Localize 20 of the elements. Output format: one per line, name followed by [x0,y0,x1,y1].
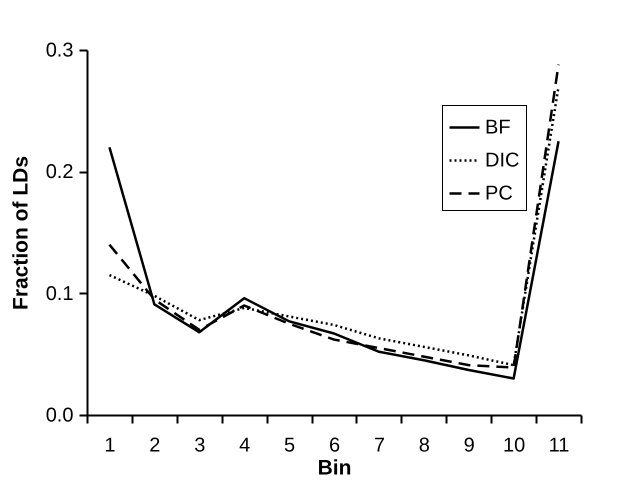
x-axis-title: Bin [318,456,352,480]
x-tick-label: 7 [374,434,385,456]
y-tick-label: 0.0 [46,404,74,426]
y-tick-label: 0.3 [46,40,74,62]
legend-label: BF [485,116,511,138]
x-tick-label: 1 [104,434,116,456]
x-tick-label: 10 [503,434,526,456]
x-tick-label: 9 [464,434,475,456]
y-axis-title: Fraction of LDs [10,156,33,310]
legend-label: PC [485,182,513,204]
x-tick-label: 8 [418,434,430,456]
y-tick-label: 0.1 [46,282,74,305]
legend-label: DIC [485,150,520,172]
x-tick-label: 3 [194,434,206,456]
x-tick-label: 6 [328,434,340,456]
x-tick-label: 2 [149,434,160,456]
y-tick-label: 0.2 [46,161,74,184]
x-tick-label: 11 [548,434,570,456]
x-tick-label: 5 [284,434,296,456]
x-tick-label: 4 [239,434,250,456]
